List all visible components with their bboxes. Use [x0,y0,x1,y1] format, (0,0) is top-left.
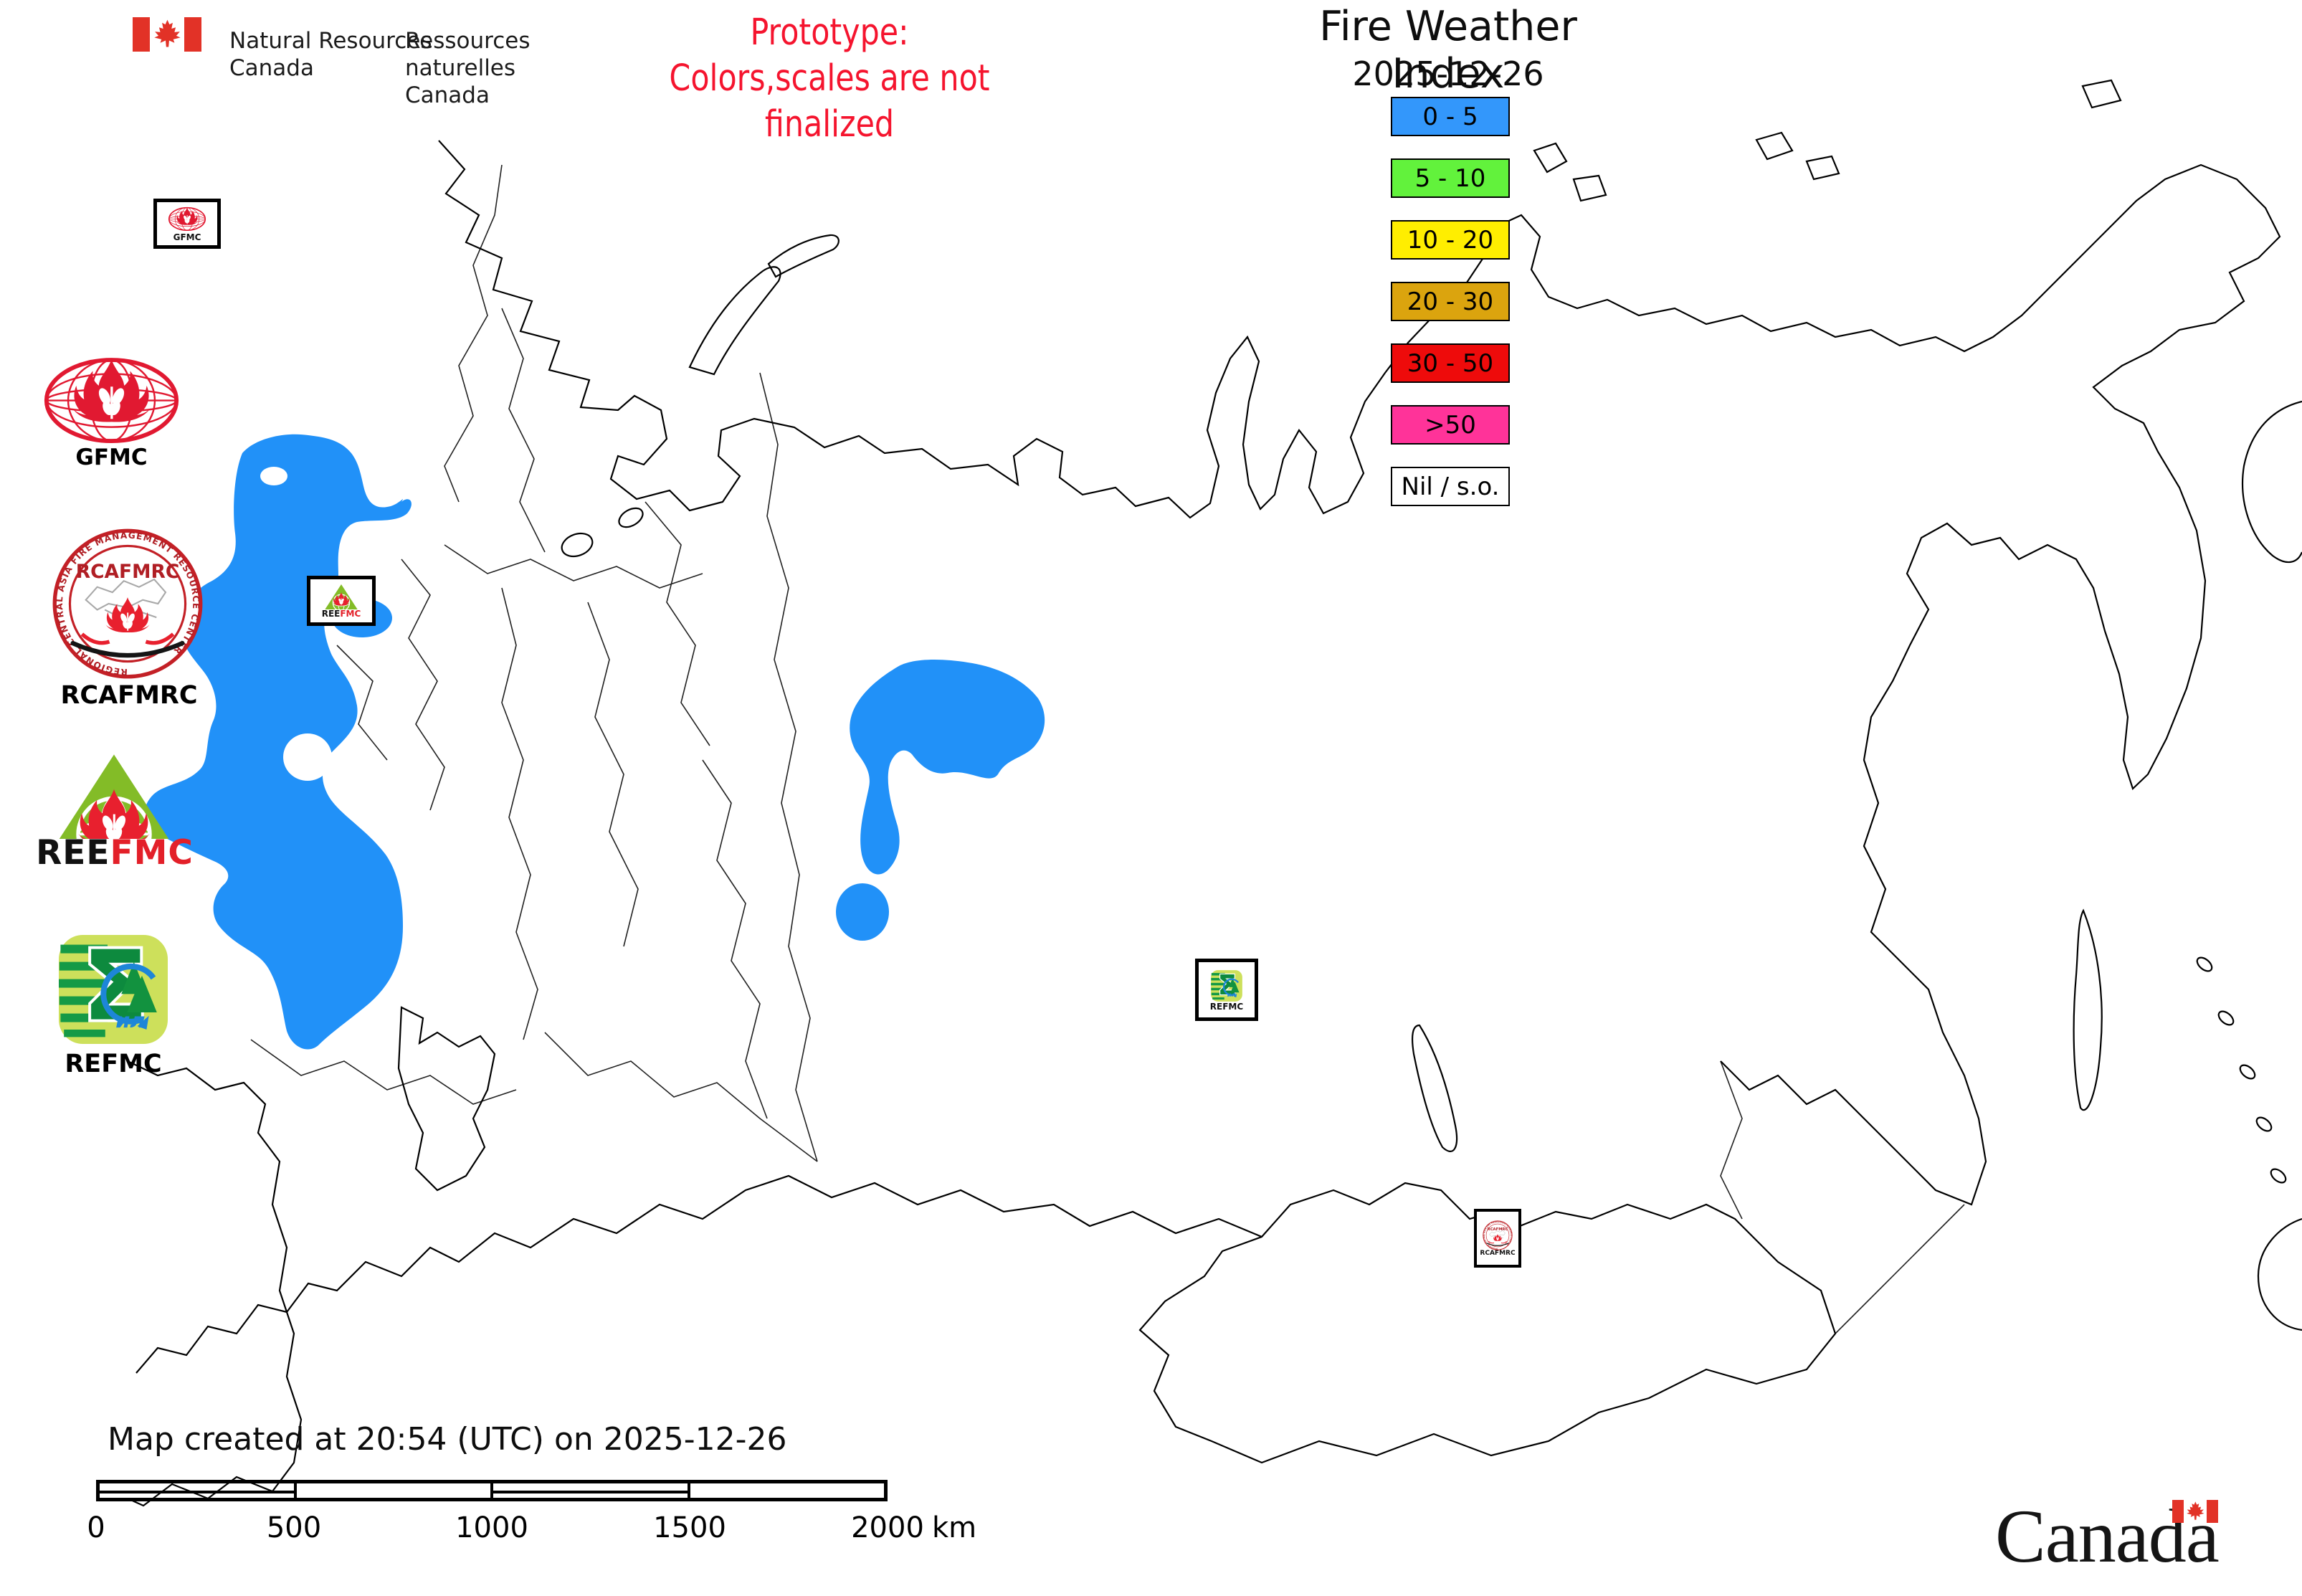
scale-tick-2000: 2000 [851,1511,924,1544]
legend-label: 20 - 30 [1407,287,1494,316]
map-date: 2025-12-26 [1352,54,1544,93]
admin-borders [250,164,1965,1334]
map-marker-gfmc[interactable]: GFMC [153,199,221,249]
reefmc-wordmark-black: REE [36,833,110,873]
reefmc-marker-label-red: FMC [340,609,361,619]
scale-segment [690,1483,885,1498]
scale-tick-1000: 1000 [455,1511,528,1544]
legend-label: Nil / s.o. [1401,472,1500,501]
canada-wordmark-flag-icon [2172,1500,2218,1523]
reefmc-wordmark: REEFMC [29,833,201,873]
refmc-marker-label: REFMC [1209,1001,1244,1012]
reefmc-wordmark-red: FMC [110,833,194,873]
rcafmrc-marker-icon [1483,1220,1513,1250]
prototype-warning-line1: Prototype: [750,11,909,54]
scale-bar [96,1480,888,1501]
canada-flag-icon [133,17,201,52]
reefmc-marker-label: REEFMC [322,609,361,618]
map-created-text: Map created at 20:54 (UTC) on 2025-12-26 [108,1421,787,1458]
nrcan-signature: Natural Resources Canada Ressources natu… [129,13,617,108]
legend-item-over-50: >50 [1391,405,1510,445]
prototype-warning: Prototype: Colors,scales are not finaliz… [661,10,998,148]
reefmc-marker-label-black: REE [321,609,341,619]
rcafmrc-logo-label: RCAFMRC [60,681,198,710]
coastlines [127,79,2302,1507]
map-marker-rcafmrc[interactable]: RCAFMRC [1474,1209,1521,1268]
scale-tick-1500: 1500 [653,1511,726,1544]
map-title: Fire Weather Index [1319,3,1577,98]
legend-item-10-20: 10 - 20 [1391,220,1510,260]
reefmc-marker-icon [323,584,360,609]
fwi-region-holes [260,467,332,781]
nrcan-en-line2: Canada [229,55,314,81]
reefmc-logo-icon [34,751,194,839]
legend-label: 5 - 10 [1414,163,1486,193]
scale-tick-500: 500 [266,1511,322,1544]
legend-label: 10 - 20 [1407,225,1494,255]
refmc-logo-icon [56,932,171,1047]
scale-segment [100,1483,297,1498]
prototype-warning-line2: Colors,scales are not finalized [669,57,990,146]
rcafmrc-marker-label: RCAFMRC [1480,1249,1516,1257]
gfmc-marker-icon [166,206,208,233]
scale-segment [493,1483,690,1498]
refmc-logo-label: REFMC [65,1050,162,1078]
nrcan-fr-line1: Ressources naturelles [405,28,531,81]
scale-segment [297,1483,493,1498]
gfmc-logo-label: GFMC [75,445,148,470]
map-marker-refmc[interactable]: REFMC [1195,959,1258,1021]
refmc-marker-icon [1210,969,1243,1002]
nrcan-fr-line2: Canada [405,82,490,108]
legend-item-20-30: 20 - 30 [1391,282,1510,321]
rcafmrc-logo-icon [52,528,204,680]
legend-item-5-10: 5 - 10 [1391,158,1510,198]
nrcan-title-en: Natural Resources Canada [229,27,432,82]
legend-label: >50 [1425,410,1476,440]
legend-item-0-5: 0 - 5 [1391,97,1510,136]
gfmc-logo-icon [42,353,181,451]
nrcan-title-fr: Ressources naturelles Canada [405,27,617,109]
scale-tick-0: 0 [87,1511,105,1544]
nrcan-en-line1: Natural Resources [229,28,432,54]
legend-label: 30 - 50 [1407,348,1494,378]
legend-item-nil: Nil / s.o. [1391,467,1510,506]
gfmc-marker-label: GFMC [173,232,201,242]
legend-item-30-50: 30 - 50 [1391,343,1510,383]
map-marker-reefmc[interactable]: REEFMC [307,576,376,626]
fwi-region-low [144,434,1045,1050]
legend-label: 0 - 5 [1422,102,1478,131]
scale-unit: km [932,1511,977,1544]
